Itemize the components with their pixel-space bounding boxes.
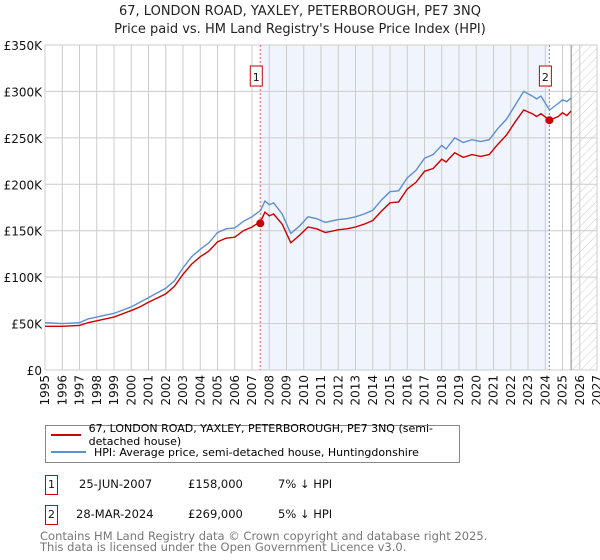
price-chart: 1995 1996 1997 1998 1999 2000 2001 2002 2003 2004… [4,39,600,406]
legend-swatch-red [51,434,81,436]
chart-subtitle: Price paid vs. HM Land Registry's House … [114,22,486,37]
x-tick-label: 2017 [418,375,432,406]
x-tick-label: 2000 [124,375,138,406]
transaction-date: 25-JUN-2007 [79,477,153,491]
annotation-box [538,65,552,87]
y-tick-label: £250K [4,132,44,146]
x-tick-label: 2016 [400,375,414,406]
sale-point [545,116,554,125]
transaction-hpi: 5% ↓ HPI [278,507,333,521]
y-tick-label: £350K [4,39,44,53]
x-tick-label: 1996 [55,375,69,406]
legend-item-hpi: HPI: Average price, semi-detached house,… [51,444,419,460]
x-tick-label: 2001 [142,375,156,406]
x-tick-label: 2015 [383,375,397,406]
legend: 67, LONDON ROAD, YAXLEY, PETERBOROUGH, P… [45,422,460,463]
x-tick-label: 2018 [435,375,449,406]
x-tick-label: 2020 [469,375,483,406]
x-tick-label: 2006 [228,375,242,406]
x-tick-label: 2027 [590,375,600,406]
annotation-label: 2 [542,71,549,84]
transaction-date: 28-MAR-2024 [76,507,154,521]
x-tick-label: 1995 [38,375,52,406]
x-tick-label: 2019 [452,375,466,406]
x-tick-label: 2014 [366,375,380,406]
x-tick-label: 1997 [73,375,87,406]
shaded-period [260,45,550,370]
y-tick-label: £150K [4,225,44,239]
x-tick-label: 2022 [504,375,518,406]
forecast-hatch [571,45,597,370]
x-tick-label: 2023 [521,375,535,406]
legend-swatch-blue [51,451,86,453]
series-line [44,90,572,325]
transaction-row: 1 25-JUN-2007 £158,000 7% ↓ HPI [45,475,445,495]
footer-licence: This data is licensed under the Open Gov… [40,540,407,554]
x-tick-label: 2005 [211,375,225,406]
x-tick-label: 2025 [556,375,570,406]
x-tick-label: 2013 [349,375,363,406]
annotation-box [249,65,263,87]
y-tick-label: £300K [4,85,44,99]
annotation-label: 1 [253,71,260,84]
x-tick-label: 2007 [245,375,259,406]
transaction-hpi: 7% ↓ HPI [278,477,333,491]
transaction-badge: 1 [45,475,58,495]
x-tick-label: 2008 [262,375,276,406]
x-tick-label: 2002 [159,375,173,406]
y-tick-label: £0 [27,364,42,378]
footer: Contains HM Land Registry data © Crown c… [40,529,488,554]
transaction-badge: 2 [45,505,58,525]
chart-title: 67, LONDON ROAD, YAXLEY, PETERBOROUGH, P… [119,4,481,19]
x-tick-label: 2012 [331,375,345,406]
footer-copyright: Contains HM Land Registry data © Crown c… [40,529,488,543]
legend-item-property: 67, LONDON ROAD, YAXLEY, PETERBOROUGH, P… [51,422,459,448]
transaction-price: £158,000 [188,477,243,491]
x-tick-label: 2011 [314,375,328,406]
y-tick-label: £100K [4,271,44,285]
transaction-price: £269,000 [188,507,243,521]
x-tick-label: 2026 [573,375,587,406]
y-tick-label: £50K [11,318,43,332]
x-tick-label: 2021 [487,375,501,406]
y-tick-label: £200K [4,178,44,192]
legend-label: HPI: Average price, semi-detached house,… [94,445,419,459]
sale-point [256,219,265,228]
series-line [45,109,572,328]
legend-label: 67, LONDON ROAD, YAXLEY, PETERBOROUGH, P… [88,422,433,448]
transaction-row: 2 28-MAR-2024 £269,000 5% ↓ HPI [45,505,445,525]
x-tick-label: 2009 [280,375,294,406]
x-tick-label: 2024 [538,375,552,406]
x-tick-label: 1998 [90,375,104,406]
x-tick-label: 1999 [107,375,121,406]
x-tick-label: 2004 [193,375,207,406]
x-tick-label: 2003 [176,375,190,406]
x-tick-label: 2010 [297,375,311,406]
